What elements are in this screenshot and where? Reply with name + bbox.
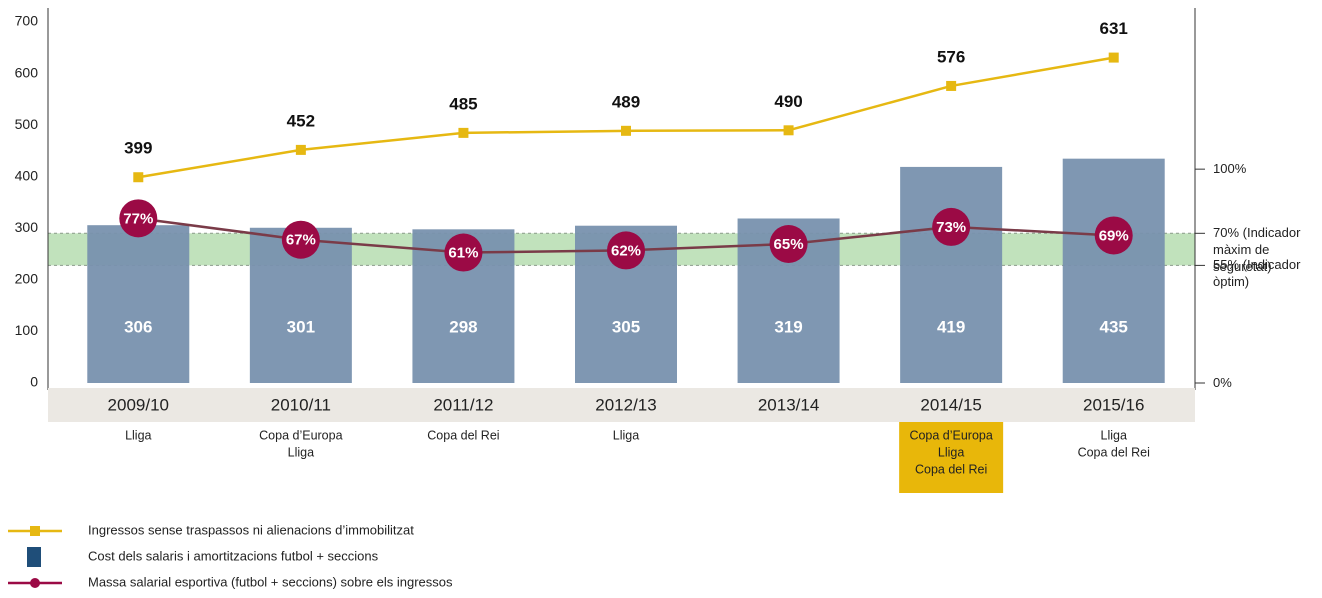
bar xyxy=(87,225,190,383)
season-title: Lliga xyxy=(613,428,639,442)
bar-label: 298 xyxy=(449,317,477,336)
line-point xyxy=(1108,52,1119,63)
legend-label: Ingressos sense traspassos ni alienacion… xyxy=(88,522,414,537)
x-tick-label: 2013/14 xyxy=(758,395,819,414)
legend-swatch xyxy=(27,547,41,567)
line-label: 490 xyxy=(774,92,802,111)
season-title: Copa del Rei xyxy=(915,462,987,476)
x-tick-label: 2009/10 xyxy=(108,395,169,414)
line-label: 399 xyxy=(124,139,152,158)
category-strip xyxy=(48,388,1195,422)
ratio-label: 61% xyxy=(448,245,478,262)
season-title: Lliga xyxy=(125,428,151,442)
x-tick-label: 2010/11 xyxy=(271,395,331,414)
line-label: 576 xyxy=(937,47,965,66)
season-title: Copa del Rei xyxy=(1078,445,1150,459)
ratio-label: 67% xyxy=(286,232,316,249)
y2-tick-label: 0% xyxy=(1213,375,1232,390)
line-label: 485 xyxy=(449,94,477,113)
y-tick-label: 600 xyxy=(15,64,39,80)
season-title: Copa d’Europa xyxy=(259,428,342,442)
bar-label: 301 xyxy=(287,317,315,336)
line-point xyxy=(295,144,306,155)
y-tick-label: 200 xyxy=(15,271,39,287)
line-point xyxy=(458,127,469,138)
ratio-label: 69% xyxy=(1099,227,1129,244)
x-tick-label: 2015/16 xyxy=(1083,395,1144,414)
x-tick-label: 2011/12 xyxy=(433,395,493,414)
title-highlight xyxy=(899,422,1004,493)
bar-label: 306 xyxy=(124,317,152,336)
ratio-point xyxy=(607,231,645,270)
y2-tick-label: 100% xyxy=(1213,161,1247,177)
ratio-point xyxy=(932,207,971,246)
bar-label: 319 xyxy=(774,317,802,336)
season-title: Lliga xyxy=(1101,428,1127,442)
legend-label: Cost dels salaris i amortitzacions futbo… xyxy=(88,548,379,563)
y-tick-label: 500 xyxy=(15,116,39,132)
y-tick-label: 400 xyxy=(15,167,39,183)
season-title: Copa d’Europa xyxy=(909,428,992,442)
legend-swatch xyxy=(30,578,40,588)
line-point xyxy=(621,125,631,136)
line-point xyxy=(946,80,957,91)
bar-label: 305 xyxy=(612,317,640,336)
y-tick-label: 100 xyxy=(15,322,39,338)
x-tick-label: 2012/13 xyxy=(595,395,656,414)
season-title: Lliga xyxy=(288,445,314,459)
ratio-label: 73% xyxy=(936,219,966,236)
line-point xyxy=(783,125,794,136)
y2-tick-label: 55% (Indicador òptim) xyxy=(1213,257,1301,290)
ratio-label: 62% xyxy=(611,242,641,259)
ratio-point xyxy=(281,220,320,259)
bar xyxy=(900,166,1003,383)
bar xyxy=(1062,158,1165,383)
bar-label: 435 xyxy=(1100,317,1128,336)
y2-tick-label: 70% (Indicador màxim de seguretat) xyxy=(1213,225,1301,275)
legend-label: Massa salarial esportiva (futbol + secci… xyxy=(88,574,453,589)
ratio-point xyxy=(1094,216,1133,255)
line-label: 631 xyxy=(1100,19,1128,38)
bar-label: 419 xyxy=(937,317,965,336)
ratio-point xyxy=(444,233,483,272)
line-label: 489 xyxy=(612,92,640,111)
ratio-label: 65% xyxy=(774,236,804,253)
y-tick-label: 0 xyxy=(30,374,38,390)
line-label: 452 xyxy=(287,111,315,130)
legend-swatch xyxy=(30,526,40,536)
line-point xyxy=(133,172,144,183)
season-title: Copa del Rei xyxy=(427,428,499,442)
season-title: Lliga xyxy=(938,445,964,459)
line xyxy=(138,56,1114,179)
y-tick-label: 700 xyxy=(15,13,39,29)
y-tick-label: 300 xyxy=(15,219,39,235)
ratio-point xyxy=(769,225,808,263)
ratio-point xyxy=(119,199,158,238)
ratio-label: 77% xyxy=(123,210,153,227)
x-tick-label: 2014/15 xyxy=(920,395,981,414)
